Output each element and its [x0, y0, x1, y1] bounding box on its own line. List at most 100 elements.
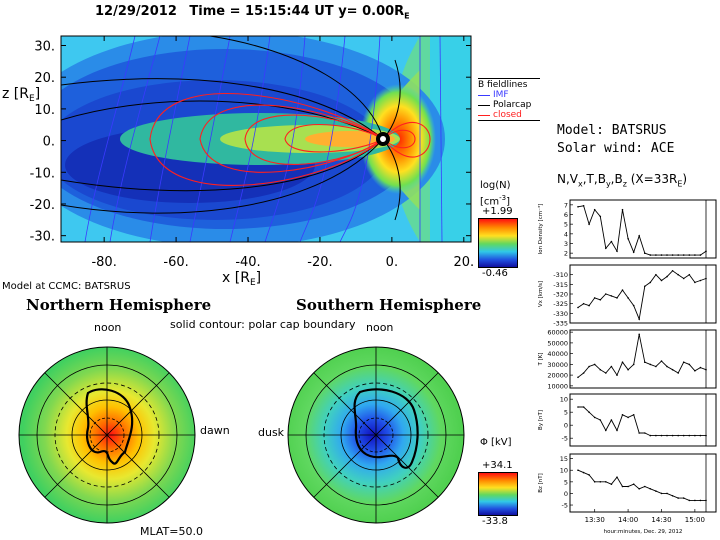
meridian-x-tick-label: -40. — [235, 255, 260, 270]
panel-y-tick-label: 5 — [564, 478, 568, 486]
series-point — [671, 434, 674, 437]
meridian-y-tick-label: 30. — [34, 40, 55, 55]
series-point — [582, 372, 585, 374]
series-point — [610, 240, 613, 243]
north-title: Northern Hemisphere — [26, 296, 212, 314]
panel-y-tick-label: 40000 — [547, 350, 568, 358]
series-point — [677, 434, 679, 437]
panel-ylabel: T [K] — [538, 352, 544, 366]
series-point — [621, 361, 624, 363]
meridian-y-tick-label: 20. — [34, 71, 55, 86]
panel-y-tick-label: -320 — [553, 291, 568, 299]
series-point — [621, 208, 624, 211]
legend-label-imf: IMF — [493, 90, 509, 100]
density-field — [61, 36, 471, 242]
panel-y-tick-label: 0 — [564, 490, 568, 498]
legend-label-closed: closed — [493, 110, 522, 120]
model-value: BATSRUS — [611, 123, 667, 138]
south-title: Southern Hemisphere — [296, 296, 482, 314]
series-point — [593, 208, 596, 211]
series-point — [660, 254, 663, 256]
series-point — [644, 432, 646, 434]
series-point — [577, 406, 579, 408]
potential-colorbar-max: +34.1 — [482, 460, 513, 471]
meridian-x-tick-label: -20. — [307, 255, 332, 270]
series-point — [688, 363, 691, 366]
series-point — [694, 434, 696, 437]
meridian-y-tick-label: -10. — [30, 166, 55, 181]
potential-colorbar-label: Φ [kV] — [480, 437, 512, 448]
series-point — [694, 370, 696, 372]
panel-y-tick-label: 0 — [564, 422, 568, 430]
series-point — [621, 485, 624, 488]
series-point — [677, 254, 679, 256]
series-point — [632, 483, 635, 486]
timeseries-panel: 10 5 0 -5 By [nT] — [538, 393, 717, 447]
header-date: 12/29/2012 — [95, 4, 177, 19]
legend-item-imf: IMF — [478, 90, 540, 100]
series-point — [627, 297, 629, 299]
meridian-y-tick-label: -20. — [30, 198, 55, 213]
series-point — [688, 273, 691, 276]
south-polar-cap-boundary — [353, 388, 419, 469]
model-info: Model: BATSRUS Solar wind: ACE — [557, 122, 674, 158]
time-tick-label: 14:00 — [618, 516, 638, 524]
legend-swatch-imf — [478, 94, 490, 96]
series-point — [666, 365, 668, 368]
series-point — [605, 247, 607, 250]
series-point — [605, 429, 607, 432]
panel-y-tick-label: 50000 — [547, 339, 568, 347]
series-point — [660, 434, 663, 437]
series-point — [644, 485, 646, 488]
series-point — [644, 285, 646, 288]
south-noon-label: noon — [366, 321, 394, 334]
series-point — [688, 499, 691, 502]
series-point — [577, 306, 579, 309]
series-line-ion-density — [577, 205, 707, 256]
legend-label-polarcap: Polarcap — [493, 100, 532, 110]
fieldline-legend: B fieldlines IMF Polarcap closed — [478, 78, 540, 121]
ionosphere-plots — [18, 346, 465, 524]
timeseries-panel: 60000 50000 40000 30000 20000 10000 T [K] — [538, 329, 717, 390]
series-point — [638, 488, 640, 490]
density-colorbar-min: -0.46 — [482, 268, 508, 279]
panel-ylabel: By [nT] — [538, 410, 544, 430]
series-point — [694, 281, 696, 284]
series-point — [666, 492, 668, 495]
series-point — [671, 254, 674, 256]
density-colorbar-max: +1.99 — [482, 206, 513, 217]
series-point — [699, 434, 702, 437]
north-hemisphere-map — [18, 346, 196, 524]
panel-y-tick-label: 20000 — [547, 372, 568, 380]
series-point — [593, 363, 596, 366]
series-point — [588, 474, 590, 476]
series-point — [638, 318, 640, 320]
series-point — [705, 250, 707, 252]
series-point — [616, 250, 618, 252]
panel-y-tick-label: 6 — [564, 211, 568, 219]
polarcap-fieldlines — [61, 36, 401, 221]
polar-cap-subtitle: solid contour: polar cap boundary — [170, 318, 356, 331]
series-point — [682, 361, 685, 363]
model-label: Model: — [557, 123, 604, 138]
series-point — [655, 490, 657, 492]
potential-colorbar-min: -33.8 — [482, 516, 508, 527]
series-point — [666, 275, 668, 278]
south-hemisphere-map — [287, 346, 465, 524]
north-polar-cap-boundary — [85, 388, 134, 465]
series-point — [610, 483, 613, 486]
potential-colorbar — [478, 472, 518, 516]
panel-y-tick-label: 2 — [564, 250, 568, 258]
series-point — [627, 416, 629, 419]
series-point — [616, 374, 618, 376]
meridian-x-tick-label: -80. — [91, 255, 116, 270]
series-point — [593, 481, 596, 483]
series-point — [605, 481, 607, 483]
series-point — [577, 376, 579, 379]
panel-frame — [569, 264, 717, 324]
series-point — [660, 492, 663, 495]
meridian-plot: -80. -60. -40. -20. 0. 20. 30. 20. 10. 0. -10. -20… — [2, 35, 474, 285]
meridian-ylabel: z [RE] — [2, 86, 40, 104]
series-point — [649, 488, 652, 490]
